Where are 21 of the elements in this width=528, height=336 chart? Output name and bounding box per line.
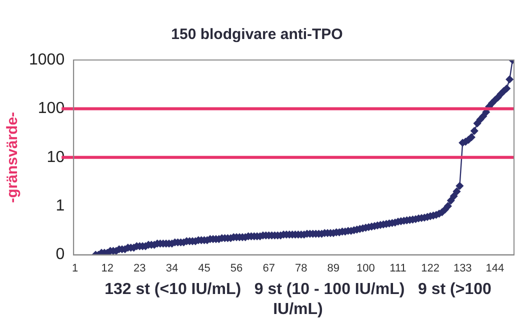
x-tick-label: 45 xyxy=(198,262,210,274)
y-axis-title: -gränsvärde- xyxy=(4,112,22,203)
x-tick-label: 56 xyxy=(230,262,243,274)
y-tick-label: 0 xyxy=(56,246,65,264)
x-tick-label: 144 xyxy=(486,262,504,274)
x-tick-label: 12 xyxy=(101,262,114,274)
chart-title: 150 blodgivare anti-TPO xyxy=(171,26,344,44)
x-tick-label: 89 xyxy=(327,262,340,274)
x-tick-label: 23 xyxy=(134,262,146,274)
x-tick-label: 67 xyxy=(262,262,275,274)
y-tick-label: 1 xyxy=(56,198,65,215)
y-tick-label: 1000 xyxy=(29,51,65,68)
x-axis-title: 132 st (<10 IU/mL) 9 st (10 - 100 IU/mL) 9 st (>100 IU/mL) xyxy=(104,280,492,320)
x-tick-label: 133 xyxy=(453,262,472,274)
x-tick-label: 111 xyxy=(390,262,406,274)
x-tick-label: 1 xyxy=(72,262,78,274)
y-tick-label: 100 xyxy=(38,100,65,118)
x-tick-label: 100 xyxy=(356,262,375,274)
x-tick-label: 78 xyxy=(295,262,308,274)
x-tick-label: 34 xyxy=(166,262,178,274)
x-tick-label: 122 xyxy=(421,262,440,274)
